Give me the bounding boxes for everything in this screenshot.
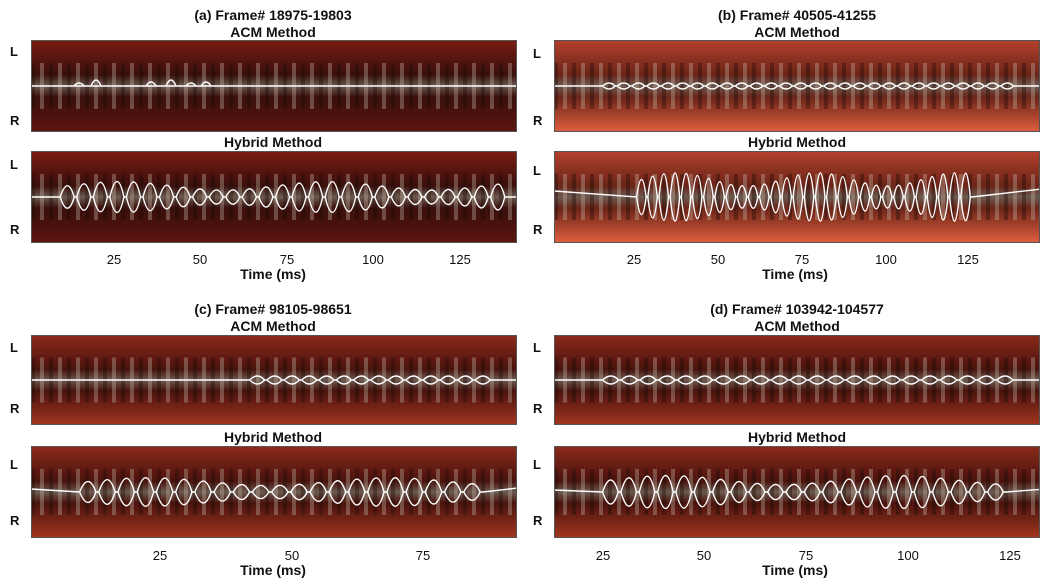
kymograph-image [31, 151, 517, 243]
row-subtitle: ACM Method [754, 318, 840, 334]
kymograph-image [554, 40, 1040, 132]
side-label-top: L [10, 44, 18, 59]
x-tick-label: 125 [957, 252, 979, 267]
panel-title: (c) Frame# 98105-98651 [194, 301, 352, 317]
side-label-top: L [533, 163, 541, 178]
kymo-background [554, 40, 1040, 132]
side-label-bottom: R [10, 222, 20, 237]
kymograph-image [554, 446, 1040, 538]
panel-title: (d) Frame# 103942-104577 [710, 301, 884, 317]
glottal-contour [554, 375, 1040, 385]
side-label-top: L [10, 457, 18, 472]
x-tick-label: 100 [362, 252, 384, 267]
row-subtitle: ACM Method [754, 24, 840, 40]
row-subtitle: Hybrid Method [748, 134, 846, 150]
row-subtitle: Hybrid Method [748, 429, 846, 445]
x-tick-label: 75 [415, 548, 431, 563]
x-tick-label: 50 [696, 548, 712, 563]
row-subtitle: ACM Method [230, 24, 316, 40]
x-tick-label: 25 [152, 548, 168, 563]
x-axis-label: Time (ms) [762, 266, 828, 282]
x-tick-label: 75 [279, 252, 295, 267]
side-label-bottom: R [533, 401, 543, 416]
glottal-contour [554, 474, 1040, 510]
x-tick-label: 25 [626, 252, 642, 267]
side-label-bottom: R [10, 113, 20, 128]
side-label-top: L [533, 46, 541, 61]
side-label-top: L [533, 457, 541, 472]
row-subtitle: Hybrid Method [224, 429, 322, 445]
kymo-background [31, 446, 517, 538]
glottal-contour [31, 375, 517, 385]
x-tick-label: 50 [284, 548, 300, 563]
panel-title: (b) Frame# 40505-41255 [718, 7, 876, 23]
row-subtitle: Hybrid Method [224, 134, 322, 150]
x-tick-label: 100 [897, 548, 919, 563]
side-label-top: L [533, 340, 541, 355]
glottal-contour [31, 477, 517, 507]
side-label-top: L [10, 157, 18, 172]
x-tick-label: 50 [192, 252, 208, 267]
glottal-contour [31, 79, 517, 87]
x-tick-label: 75 [794, 252, 810, 267]
side-label-bottom: R [533, 222, 543, 237]
kymograph-image [554, 335, 1040, 425]
x-tick-label: 75 [798, 548, 814, 563]
kymograph-image [31, 40, 517, 132]
side-label-bottom: R [533, 513, 543, 528]
side-label-bottom: R [10, 401, 20, 416]
kymograph-image [31, 446, 517, 538]
x-axis-label: Time (ms) [240, 266, 306, 282]
side-label-top: L [10, 340, 18, 355]
x-tick-label: 25 [106, 252, 122, 267]
side-label-bottom: R [533, 113, 543, 128]
side-label-bottom: R [10, 513, 20, 528]
x-tick-label: 100 [875, 252, 897, 267]
kymo-background [554, 446, 1040, 538]
kymograph-image [554, 151, 1040, 243]
glottal-contour [554, 172, 1040, 222]
x-axis-label: Time (ms) [762, 562, 828, 578]
x-tick-label: 125 [999, 548, 1021, 563]
kymograph-image [31, 335, 517, 425]
x-axis-label: Time (ms) [240, 562, 306, 578]
x-tick-label: 50 [710, 252, 726, 267]
x-tick-label: 25 [595, 548, 611, 563]
panel-title: (a) Frame# 18975-19803 [194, 7, 352, 23]
glottal-contour [31, 180, 517, 214]
glottal-contour [554, 82, 1040, 90]
row-subtitle: ACM Method [230, 318, 316, 334]
x-tick-label: 125 [449, 252, 471, 267]
